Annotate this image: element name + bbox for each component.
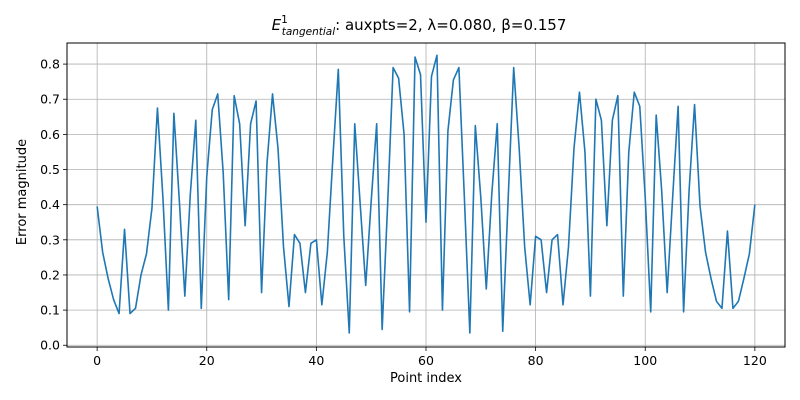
x-axis-ticks: 0 20 40 60 80 100 120 (93, 347, 767, 368)
x-tick-label: 0 (93, 353, 101, 368)
x-tick-label: 40 (308, 353, 324, 368)
series-layer (96, 54, 756, 334)
y-tick-label: 0.6 (40, 127, 60, 142)
title-subscript: tangential (282, 26, 335, 38)
title-symbol: E (272, 16, 282, 34)
x-tick-label: 80 (528, 353, 544, 368)
grid (67, 43, 785, 347)
y-axis-label: Error magnitude (15, 139, 30, 245)
y-tick-label: 0.4 (40, 197, 60, 212)
y-tick-label: 0.1 (40, 303, 60, 318)
y-tick-label: 0.5 (40, 162, 60, 177)
x-tick-label: 100 (633, 353, 657, 368)
chart-title: E1 tangential: auxpts=2, λ=0.080, β=0.157 (272, 14, 567, 38)
x-tick-label: 20 (199, 353, 215, 368)
y-tick-label: 0.2 (40, 267, 60, 282)
y-tick-label: 0.8 (40, 57, 60, 72)
y-tick-label: 0.0 (40, 338, 60, 353)
y-tick-label: 0.3 (40, 232, 60, 247)
y-axis-ticks: 0.0 0.1 0.2 0.3 0.4 0.5 0.6 0.7 0.8 (40, 57, 67, 353)
x-tick-label: 60 (418, 353, 434, 368)
x-axis-label: Point index (390, 371, 462, 386)
y-tick-label: 0.7 (40, 92, 60, 107)
title-text: : auxpts=2, λ=0.080, β=0.157 (335, 16, 566, 34)
title-superscript: 1 (281, 14, 288, 26)
x-tick-label: 120 (743, 353, 767, 368)
